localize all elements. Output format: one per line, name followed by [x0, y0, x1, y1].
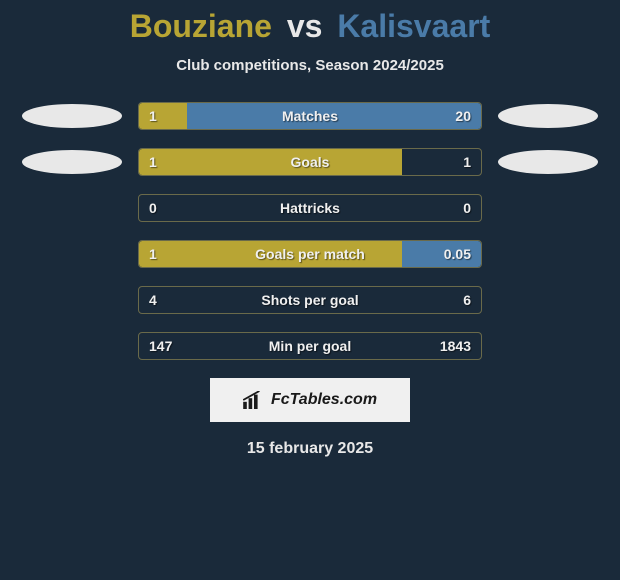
stat-label: Matches: [282, 108, 338, 124]
player2-name: Kalisvaart: [337, 8, 490, 44]
stat-bar: 1 Goals 1: [138, 148, 482, 176]
stat-value-right: 0.05: [444, 246, 471, 262]
date-text: 15 february 2025: [0, 440, 620, 458]
stat-value-right: 1843: [440, 338, 471, 354]
stat-value-left: 4: [149, 292, 157, 308]
bar-fill-left: [139, 103, 187, 129]
stat-value-right: 1: [463, 154, 471, 170]
subtitle: Club competitions, Season 2024/2025: [0, 57, 620, 74]
source-badge: FcTables.com: [210, 378, 410, 422]
stat-label: Shots per goal: [261, 292, 358, 308]
stat-row: 4 Shots per goal 6: [0, 286, 620, 314]
stat-bar: 1 Goals per match 0.05: [138, 240, 482, 268]
stat-row: 147 Min per goal 1843: [0, 332, 620, 360]
player2-marker: [498, 104, 598, 128]
stat-row: 0 Hattricks 0: [0, 194, 620, 222]
stat-bar: 0 Hattricks 0: [138, 194, 482, 222]
stat-value-right: 0: [463, 200, 471, 216]
stat-bar: 4 Shots per goal 6: [138, 286, 482, 314]
badge-text: FcTables.com: [271, 391, 377, 409]
vs-text: vs: [287, 8, 323, 44]
stat-row: 1 Goals 1: [0, 148, 620, 176]
player1-name: Bouziane: [130, 8, 272, 44]
stat-value-right: 20: [455, 108, 471, 124]
stat-value-left: 0: [149, 200, 157, 216]
stat-value-left: 1: [149, 108, 157, 124]
chart-icon: [243, 391, 265, 409]
stat-row: 1 Matches 20: [0, 102, 620, 130]
stat-label: Goals per match: [255, 246, 365, 262]
stat-bar: 1 Matches 20: [138, 102, 482, 130]
player1-marker: [22, 104, 122, 128]
stat-value-left: 147: [149, 338, 172, 354]
stat-row: 1 Goals per match 0.05: [0, 240, 620, 268]
stat-value-left: 1: [149, 246, 157, 262]
bar-fill-left: [139, 149, 402, 175]
stat-bar: 147 Min per goal 1843: [138, 332, 482, 360]
stat-value-right: 6: [463, 292, 471, 308]
comparison-title: Bouziane vs Kalisvaart: [0, 8, 620, 45]
stat-label: Min per goal: [269, 338, 351, 354]
stat-label: Hattricks: [280, 200, 340, 216]
player2-marker: [498, 150, 598, 174]
stat-value-left: 1: [149, 154, 157, 170]
stat-label: Goals: [291, 154, 330, 170]
player1-marker: [22, 150, 122, 174]
